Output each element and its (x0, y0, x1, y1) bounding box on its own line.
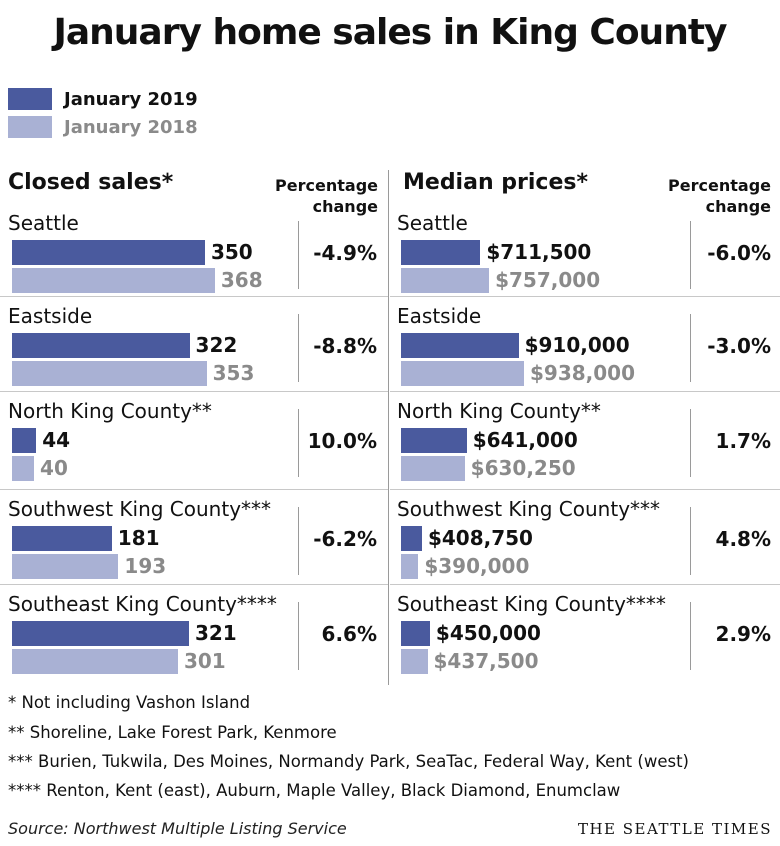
median-prices-title: Median prices* (403, 170, 588, 195)
closed-sales-pct-heading: Percentage change (275, 176, 378, 216)
median-prices-southeast-king-county-percentage-change: 2.9% (715, 622, 771, 646)
closed-sales-seattle-value-2019: 350 (210, 240, 253, 264)
median-prices-eastside-percentage-change: -3.0% (707, 334, 771, 358)
footnote-4: **** Renton, Kent (east), Auburn, Maple … (8, 781, 621, 800)
footnote-2: ** Shoreline, Lake Forest Park, Kenmore (8, 723, 337, 742)
closed-sales-seattle-value-2018: 368 (220, 268, 263, 292)
median-prices-seattle-label: Seattle (397, 211, 468, 235)
median-prices-seattle-bar-2019 (401, 240, 481, 265)
median-prices-pct-heading: Percentage change (668, 176, 771, 216)
median-prices-southeast-king-county-label: Southeast King County**** (397, 592, 666, 616)
closed-sales-north-king-county-value-2019: 44 (42, 428, 71, 452)
median-prices-seattle-bar-2018 (401, 268, 490, 293)
closed-sales-southeast-king-county-divider (298, 602, 299, 670)
closed-sales-eastside-percentage-change: -8.8% (313, 334, 377, 358)
median-prices-southwest-king-county-row-separator (390, 584, 780, 585)
median-prices-southwest-king-county-label: Southwest King County*** (397, 497, 661, 521)
median-prices-north-king-county-value-2019: $641,000 (472, 428, 578, 452)
median-prices-seattle-row-separator (390, 296, 780, 297)
closed-sales-eastside-value-2019: 322 (195, 333, 238, 357)
median-prices-eastside-bar-2019 (401, 333, 519, 358)
median-prices-eastside-label: Eastside (397, 304, 482, 328)
closed-sales-southwest-king-county-value-2019: 181 (117, 526, 160, 550)
median-prices-north-king-county-divider (690, 409, 691, 477)
median-prices-southwest-king-county-value-2019: $408,750 (427, 526, 533, 550)
legend-label-2019: January 2019 (64, 88, 198, 110)
closed-sales-seattle-percentage-change: -4.9% (313, 241, 377, 265)
closed-sales-southeast-king-county-percentage-change: 6.6% (321, 622, 377, 646)
closed-sales-seattle-row-separator (0, 296, 388, 297)
median-prices-southwest-king-county-bar-2018 (401, 554, 419, 579)
legend-swatch-2019 (8, 88, 52, 110)
legend-item-2019: January 2019 (8, 86, 198, 112)
median-prices-north-king-county-row-separator (390, 489, 780, 490)
median-prices-southeast-king-county-value-2018: $437,500 (433, 649, 539, 673)
footnote-1: * Not including Vashon Island (8, 693, 251, 712)
closed-sales-seattle-bar-2019 (12, 240, 205, 265)
median-prices-eastside-divider (690, 314, 691, 382)
legend-swatch-2018 (8, 116, 52, 138)
closed-sales-southeast-king-county-value-2018: 301 (183, 649, 226, 673)
closed-sales-eastside-bar-2018 (12, 361, 207, 386)
median-prices-southeast-king-county-bar-2019 (401, 621, 430, 646)
median-prices-north-king-county-bar-2019 (401, 428, 467, 453)
closed-sales-southwest-king-county-label: Southwest King County*** (8, 497, 272, 521)
closed-sales-southeast-king-county-label: Southeast King County**** (8, 592, 277, 616)
median-prices-southwest-king-county-value-2018: $390,000 (424, 554, 530, 578)
median-prices-eastside-value-2018: $938,000 (530, 361, 636, 385)
closed-sales-eastside-divider (298, 314, 299, 382)
median-prices-seattle-divider (690, 221, 691, 289)
closed-sales-north-king-county-divider (298, 409, 299, 477)
closed-sales-southwest-king-county-percentage-change: -6.2% (313, 527, 377, 551)
publisher-logo: THE SEATTLE TIMES (577, 820, 772, 838)
median-prices-southeast-king-county-bar-2018 (401, 649, 428, 674)
closed-sales-eastside-label: Eastside (8, 304, 93, 328)
closed-sales-southwest-king-county-row-separator (0, 584, 388, 585)
closed-sales-seattle-divider (298, 221, 299, 289)
median-prices-seattle-value-2019: $711,500 (486, 240, 592, 264)
median-prices-southeast-king-county-value-2019: $450,000 (435, 621, 541, 645)
closed-sales-north-king-county-value-2018: 40 (40, 456, 68, 480)
median-prices-north-king-county-percentage-change: 1.7% (715, 429, 771, 453)
median-prices-eastside-value-2019: $910,000 (524, 333, 630, 357)
closed-sales-southeast-king-county-value-2019: 321 (194, 621, 237, 645)
median-prices-southwest-king-county-percentage-change: 4.8% (715, 527, 771, 551)
footnote-3: *** Burien, Tukwila, Des Moines, Normand… (8, 752, 689, 771)
source-note: Source: Northwest Multiple Listing Servi… (8, 819, 347, 838)
closed-sales-north-king-county-label: North King County** (8, 399, 212, 423)
closed-sales-north-king-county-bar-2018 (12, 456, 35, 481)
closed-sales-southeast-king-county-bar-2019 (12, 621, 189, 646)
median-prices-eastside-row-separator (390, 391, 780, 392)
median-prices-seattle-value-2018: $757,000 (495, 268, 601, 292)
chart-title: January home sales in King County (53, 12, 727, 53)
closed-sales-eastside-value-2018: 353 (212, 361, 255, 385)
closed-sales-north-king-county-row-separator (0, 489, 388, 490)
closed-sales-title: Closed sales* (8, 170, 174, 195)
closed-sales-southwest-king-county-divider (298, 507, 299, 575)
legend-label-2018: January 2018 (64, 116, 198, 138)
median-prices-north-king-county-bar-2018 (401, 456, 465, 481)
closed-sales-north-king-county-percentage-change: 10.0% (307, 429, 377, 453)
closed-sales-southwest-king-county-bar-2019 (12, 526, 112, 551)
median-prices-southwest-king-county-bar-2019 (401, 526, 422, 551)
closed-sales-north-king-county-bar-2019 (12, 428, 37, 453)
median-prices-north-king-county-value-2018: $630,250 (470, 456, 576, 480)
median-prices-southeast-king-county-divider (690, 602, 691, 670)
closed-sales-southwest-king-county-value-2018: 193 (124, 554, 167, 578)
panel-divider (388, 170, 389, 685)
closed-sales-eastside-bar-2019 (12, 333, 190, 358)
closed-sales-southwest-king-county-bar-2018 (12, 554, 119, 579)
median-prices-north-king-county-label: North King County** (397, 399, 601, 423)
closed-sales-southeast-king-county-bar-2018 (12, 649, 178, 674)
closed-sales-seattle-bar-2018 (12, 268, 215, 293)
legend-item-2018: January 2018 (8, 114, 198, 140)
closed-sales-seattle-label: Seattle (8, 211, 79, 235)
closed-sales-eastside-row-separator (0, 391, 388, 392)
median-prices-eastside-bar-2018 (401, 361, 524, 386)
median-prices-seattle-percentage-change: -6.0% (707, 241, 771, 265)
median-prices-southwest-king-county-divider (690, 507, 691, 575)
